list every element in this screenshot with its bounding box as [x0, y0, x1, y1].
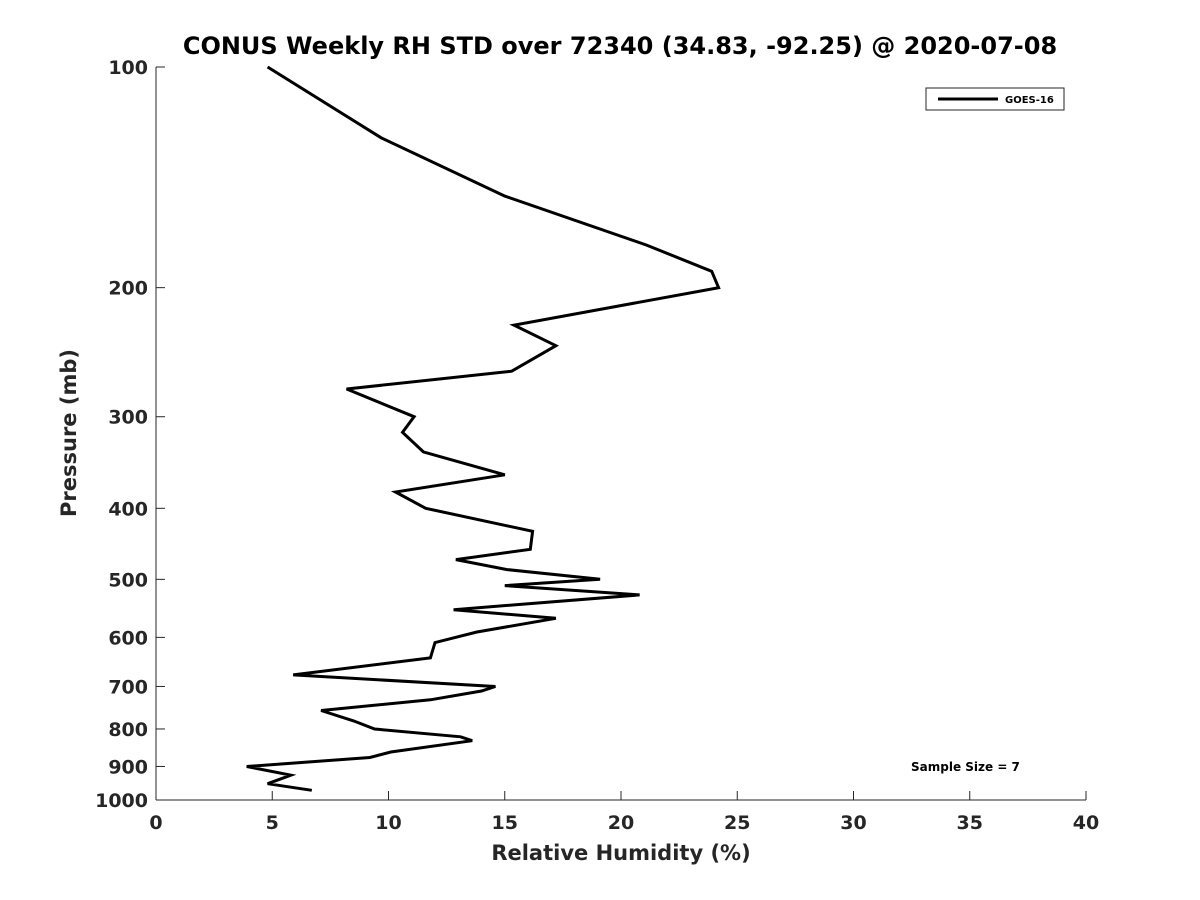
x-tick-label: 40 — [1073, 812, 1099, 834]
series-line-goes-16 — [246, 65, 721, 792]
y-tick-label: 600 — [108, 627, 148, 649]
y-tick-label: 900 — [108, 756, 148, 778]
y-tick-label: 800 — [108, 719, 148, 741]
y-tick-label: 700 — [108, 676, 148, 698]
y-axis-label: Pressure (mb) — [57, 349, 81, 517]
chart-title: CONUS Weekly RH STD over 72340 (34.83, -… — [183, 32, 1057, 60]
y-tick-label: 500 — [108, 569, 148, 591]
x-tick-label: 25 — [724, 812, 750, 834]
x-axis-ticks: 0 5 10 15 20 25 30 35 40 — [149, 791, 1099, 834]
x-tick-label: 35 — [957, 812, 983, 834]
y-axis-ticks: 100 200 300 400 500 600 700 800 900 1000 — [95, 57, 165, 812]
x-tick-label: 0 — [149, 812, 162, 834]
x-axis-label: Relative Humidity (%) — [491, 841, 750, 865]
y-tick-label: 100 — [108, 57, 148, 79]
x-tick-label: 5 — [266, 812, 279, 834]
sample-size-annotation: Sample Size = 7 — [911, 760, 1020, 774]
x-tick-label: 10 — [375, 812, 401, 834]
x-tick-label: 30 — [840, 812, 866, 834]
y-tick-label: 200 — [108, 278, 148, 300]
legend-label: GOES-16 — [1005, 95, 1054, 106]
x-tick-label: 15 — [492, 812, 518, 834]
y-tick-label: 300 — [108, 407, 148, 429]
legend: GOES-16 — [925, 87, 1065, 111]
y-tick-label: 1000 — [95, 790, 148, 812]
x-tick-label: 20 — [608, 812, 634, 834]
y-tick-label: 400 — [108, 498, 148, 520]
